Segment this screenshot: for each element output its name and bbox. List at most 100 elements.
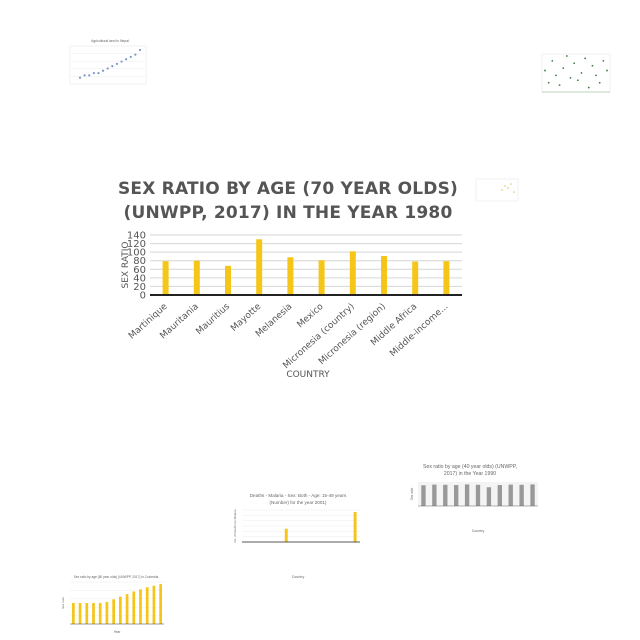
- bar: [349, 251, 356, 295]
- thumbnail-title: Agricultural land in Nepal: [91, 39, 129, 43]
- bar: [105, 601, 109, 624]
- scatter-point: [138, 48, 142, 52]
- bar: [125, 594, 129, 624]
- x-tick-label: Middle-income...: [388, 302, 450, 359]
- bar: [162, 261, 169, 295]
- y-axis-label: No. of Deaths by Malaria: [233, 509, 237, 542]
- scatter-point: [101, 69, 105, 72]
- bar: [443, 484, 448, 506]
- scatter-point: [78, 76, 82, 79]
- bar: [318, 260, 325, 295]
- scatter-point: [580, 72, 583, 74]
- scatter-point: [598, 81, 601, 84]
- scatter-point: [547, 81, 550, 84]
- plot-area: [69, 45, 147, 85]
- scatter-point: [569, 76, 572, 79]
- bar: [159, 584, 162, 624]
- x-axis-label: COUNTRY: [286, 370, 330, 380]
- bar: [225, 265, 231, 295]
- scatter-point: [115, 62, 119, 65]
- y-tick-label: 140: [127, 231, 146, 242]
- bar: [475, 484, 481, 506]
- y-tick-label: 40: [133, 273, 146, 284]
- gridlines: [150, 234, 462, 287]
- scatter-point: [120, 60, 123, 63]
- scatter-point: [88, 74, 91, 77]
- thumbnail-bar-malaria-deaths: Deaths - Malaria - Sex: Both - Age: 15-4…: [228, 490, 368, 582]
- y-tick-label: 60: [133, 265, 146, 276]
- bar: [486, 487, 492, 506]
- scatter-point: [573, 62, 576, 65]
- thumbnail-title: Sex ratio by age (80 year olds) (UNWPP, …: [74, 575, 159, 579]
- y-tick-label: 120: [127, 239, 146, 250]
- scatter-point: [129, 55, 132, 59]
- bar: [139, 589, 142, 624]
- chart-title-line-1: SEX RATIO BY AGE (70 YEAR OLDS): [117, 179, 459, 199]
- y-axis-label: SEX RATIO: [121, 241, 131, 288]
- scatter-point: [595, 74, 597, 77]
- scatter-point: [555, 74, 557, 77]
- bar: [508, 484, 513, 506]
- thumbnail-scatter-small: [472, 176, 520, 208]
- scatter-point: [501, 189, 503, 191]
- thumbnail-title-line-1: Sex ratio by age (40 year olds) (UNWPP,: [423, 464, 517, 470]
- bar: [530, 484, 535, 506]
- scatter-point: [558, 84, 561, 87]
- scatter-point: [125, 58, 128, 61]
- plot-area: [475, 178, 519, 202]
- bar: [85, 603, 89, 624]
- y-tick-label: 20: [133, 282, 146, 293]
- bar: [145, 587, 149, 624]
- scatter-point: [97, 71, 100, 75]
- x-tick-label: Mauritius: [194, 302, 232, 337]
- bar: [287, 257, 294, 295]
- bar: [78, 603, 82, 624]
- x-axis-label: Country: [292, 575, 305, 579]
- scatter-point: [602, 59, 605, 62]
- x-tick-label: Mexico: [296, 301, 326, 330]
- bar: [381, 256, 387, 295]
- scatter-point: [576, 79, 579, 82]
- scatter-point: [111, 65, 114, 68]
- bar: [432, 484, 437, 506]
- y-axis-label: Sex ratio: [61, 597, 65, 609]
- bar: [353, 512, 357, 542]
- y-tick-label: 100: [127, 248, 146, 259]
- bar: [98, 603, 102, 624]
- bar: [193, 260, 200, 295]
- bar: [152, 585, 156, 624]
- y-tick-label: 80: [133, 256, 146, 267]
- scatter-point: [106, 67, 109, 70]
- x-axis-label: Country: [472, 529, 485, 533]
- y-axis-label: Sex ratio: [410, 487, 414, 500]
- scatter-point: [606, 69, 608, 72]
- bar: [112, 599, 115, 624]
- bar: [284, 528, 288, 542]
- bar: [464, 484, 470, 506]
- thumbnail-bar-sex-ratio-80: Sex ratio by age (80 year olds) (UNWPP, …: [60, 570, 168, 636]
- scatter-point: [562, 67, 565, 70]
- bar: [497, 485, 502, 506]
- x-axis-label: Year: [114, 630, 122, 634]
- thumbnail-bar-sex-ratio-40: Sex ratio by age (40 year olds) (UNWPP, 2…: [404, 460, 544, 540]
- scatter-point: [510, 183, 512, 185]
- bar: [72, 603, 75, 624]
- scatter-point: [134, 53, 137, 56]
- scatter-point: [544, 69, 546, 72]
- scatter-point: [507, 187, 509, 189]
- scatter-point: [584, 57, 587, 60]
- bar: [443, 261, 450, 295]
- bar: [421, 485, 426, 506]
- scatter-point: [92, 71, 95, 75]
- scatter-point: [504, 185, 506, 187]
- scatter-point: [565, 55, 568, 57]
- bar: [132, 591, 136, 624]
- thumbnail-title-line-1: Deaths - Malaria - Sex: Both - Age: 15-4…: [250, 493, 347, 498]
- thumbnail-scatter-top-right: [532, 46, 612, 106]
- thumbnail-title-line-2: 2017) in the Year 1990: [444, 471, 496, 477]
- scatter-point: [591, 64, 594, 67]
- bars: [162, 239, 450, 295]
- bar: [256, 239, 263, 295]
